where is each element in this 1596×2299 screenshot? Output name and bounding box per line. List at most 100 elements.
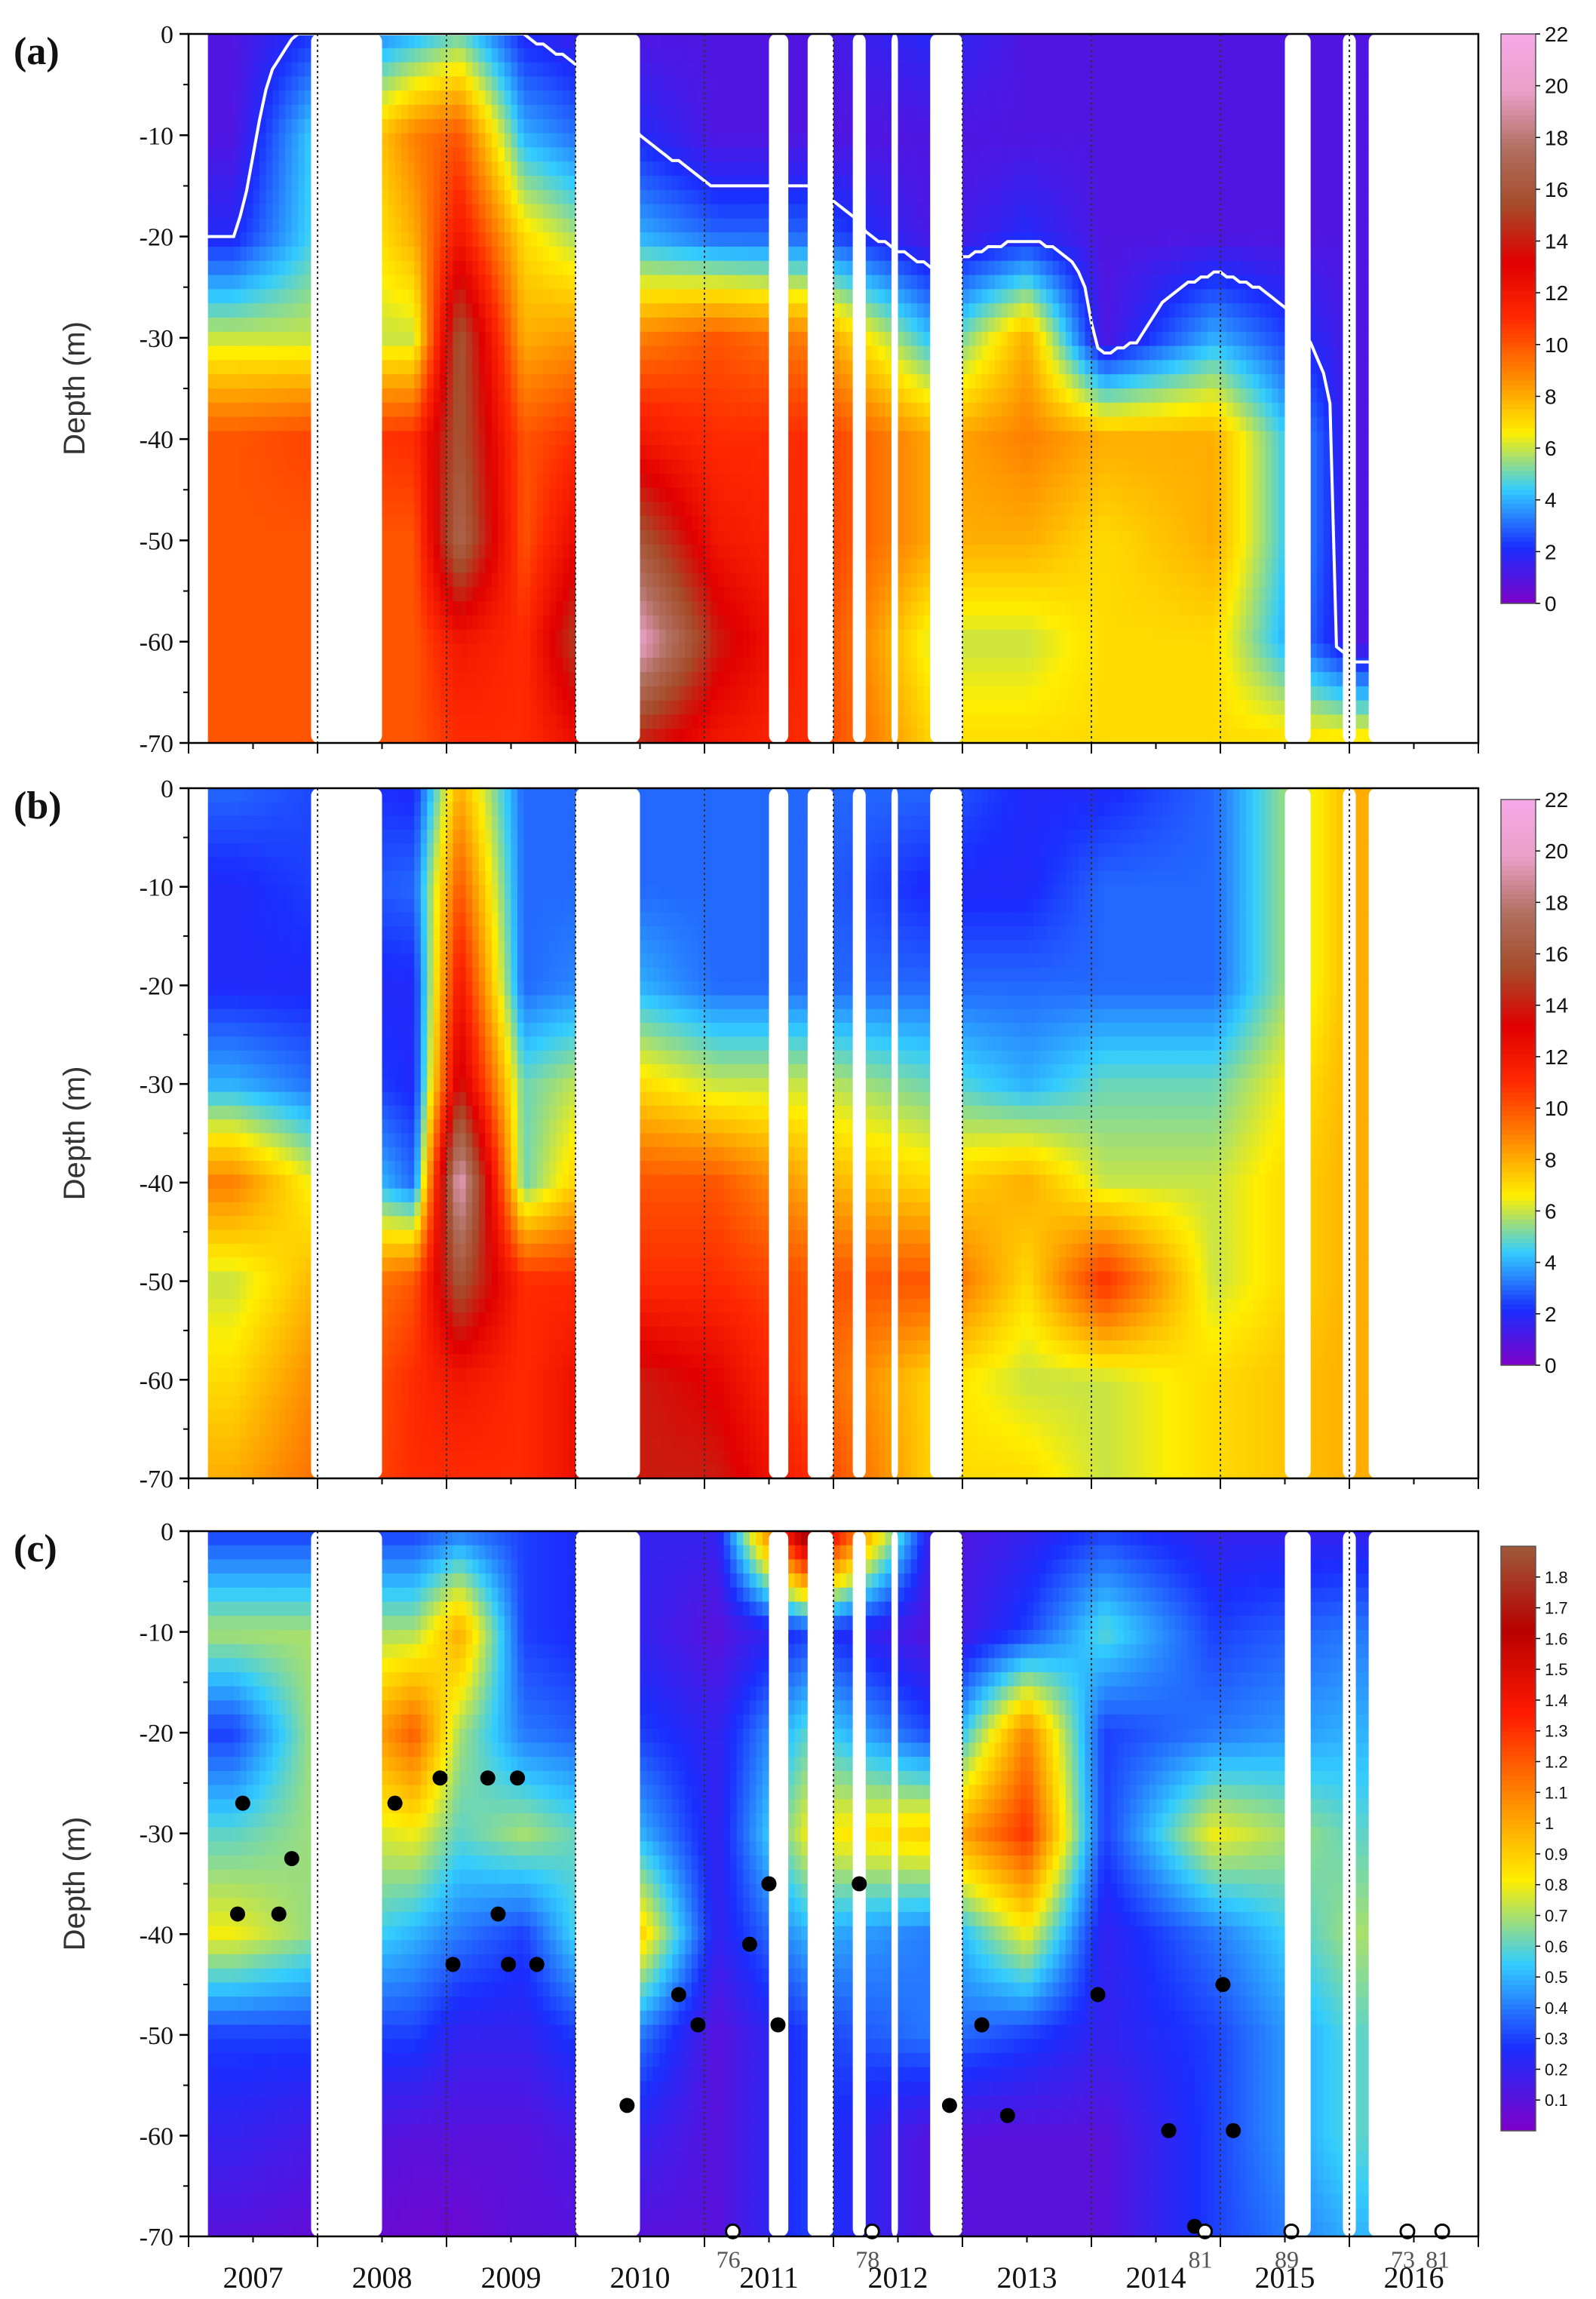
heatmap-cell	[698, 147, 705, 162]
heatmap-cell	[549, 232, 557, 247]
heatmap-cell	[549, 615, 557, 631]
heatmap-cell	[498, 530, 505, 545]
heatmap-cell	[523, 729, 531, 743]
heatmap-cell	[665, 360, 673, 375]
heatmap-cell	[536, 232, 544, 247]
heatmap-cell	[737, 743, 744, 758]
heatmap-cell	[704, 572, 712, 588]
heatmap-cell	[388, 204, 396, 219]
heatmap-cell	[691, 345, 699, 361]
heatmap-cell	[427, 360, 434, 375]
heatmap-cell	[523, 318, 531, 333]
heatmap-cell	[465, 459, 473, 474]
heatmap-cell	[253, 204, 260, 219]
heatmap-cell	[794, 572, 802, 588]
heatmap-cell	[246, 62, 254, 78]
heatmap-cell	[401, 544, 409, 560]
heatmap-cell	[207, 62, 215, 78]
heatmap-cell	[646, 402, 654, 418]
heatmap-cell	[253, 729, 260, 743]
heatmap-cell	[640, 658, 647, 673]
heatmap-cell	[472, 516, 480, 531]
heatmap-cell	[420, 331, 428, 347]
heatmap-cell	[685, 686, 692, 701]
heatmap-cell	[562, 62, 570, 78]
heatmap-cell	[794, 445, 802, 460]
heatmap-cell	[459, 445, 467, 460]
heatmap-cell	[530, 189, 538, 205]
heatmap-cell	[730, 700, 738, 716]
heatmap-cell	[220, 530, 228, 545]
heatmap-cell	[562, 487, 570, 503]
heatmap-cell	[562, 445, 570, 460]
heatmap-cell	[394, 303, 402, 318]
heatmap-cell	[214, 572, 222, 588]
heatmap-cell	[253, 445, 260, 460]
heatmap-cell	[420, 431, 428, 446]
heatmap-cell	[214, 743, 221, 758]
heatmap-cell	[272, 247, 280, 262]
heatmap-cell	[569, 459, 576, 474]
heatmap-cell	[459, 473, 467, 489]
heatmap-cell	[646, 275, 654, 290]
heatmap-cell	[511, 189, 518, 205]
heatmap-cell	[736, 331, 744, 347]
heatmap-cell	[407, 672, 415, 687]
heatmap-cell	[304, 544, 312, 560]
heatmap-cell	[788, 431, 796, 446]
heatmap-cell	[549, 714, 557, 729]
heatmap-cell	[730, 275, 738, 290]
heatmap-cell	[498, 473, 505, 489]
heatmap-cell	[646, 62, 654, 78]
heatmap-cell	[427, 247, 434, 262]
heatmap-cell	[382, 544, 389, 560]
heatmap-cell	[304, 247, 312, 262]
heatmap-cell	[801, 118, 809, 134]
heatmap-cell	[433, 544, 441, 560]
heatmap-cell	[459, 133, 467, 149]
heatmap-cell	[453, 672, 460, 687]
heatmap-cell	[220, 247, 228, 262]
heatmap-cell	[511, 260, 518, 276]
heatmap-cell	[659, 118, 667, 134]
heatmap-cell	[523, 232, 531, 247]
heatmap-cell	[749, 672, 757, 687]
heatmap-cell	[794, 558, 802, 574]
heatmap-cell	[304, 558, 312, 574]
heatmap-cell	[246, 48, 254, 63]
heatmap-cell	[569, 345, 576, 361]
heatmap-cell	[743, 388, 750, 404]
heatmap-cell	[459, 729, 467, 743]
heatmap-cell	[291, 686, 299, 701]
heatmap-cell	[652, 247, 660, 262]
heatmap-cell	[304, 516, 312, 531]
heatmap-cell	[498, 91, 505, 106]
heatmap-cell	[711, 91, 718, 106]
heatmap-cell	[427, 133, 434, 149]
heatmap-cell	[640, 360, 647, 375]
heatmap-cell	[433, 729, 441, 743]
heatmap-cell	[440, 62, 447, 78]
heatmap-cell	[259, 34, 267, 49]
heatmap-cell	[723, 672, 731, 687]
heatmap-cell	[736, 189, 744, 205]
heatmap-cell	[788, 587, 796, 602]
heatmap-cell	[220, 487, 228, 503]
heatmap-cell	[246, 133, 254, 149]
heatmap-cell	[259, 189, 267, 205]
heatmap-cell	[717, 204, 725, 219]
heatmap-cell	[530, 601, 538, 616]
heatmap-cell	[459, 374, 467, 389]
heatmap-cell	[227, 643, 235, 658]
heatmap-cell	[549, 147, 557, 162]
heatmap-cell	[440, 289, 447, 304]
heatmap-cell	[498, 402, 505, 418]
heatmap-cell	[498, 147, 505, 162]
heatmap-cell	[207, 218, 215, 233]
heatmap-cell	[465, 133, 473, 149]
heatmap-cell	[298, 48, 305, 63]
heatmap-cell	[646, 544, 654, 560]
heatmap-cell	[801, 189, 809, 205]
heatmap-cell	[259, 558, 267, 574]
heatmap-cell	[465, 176, 473, 191]
